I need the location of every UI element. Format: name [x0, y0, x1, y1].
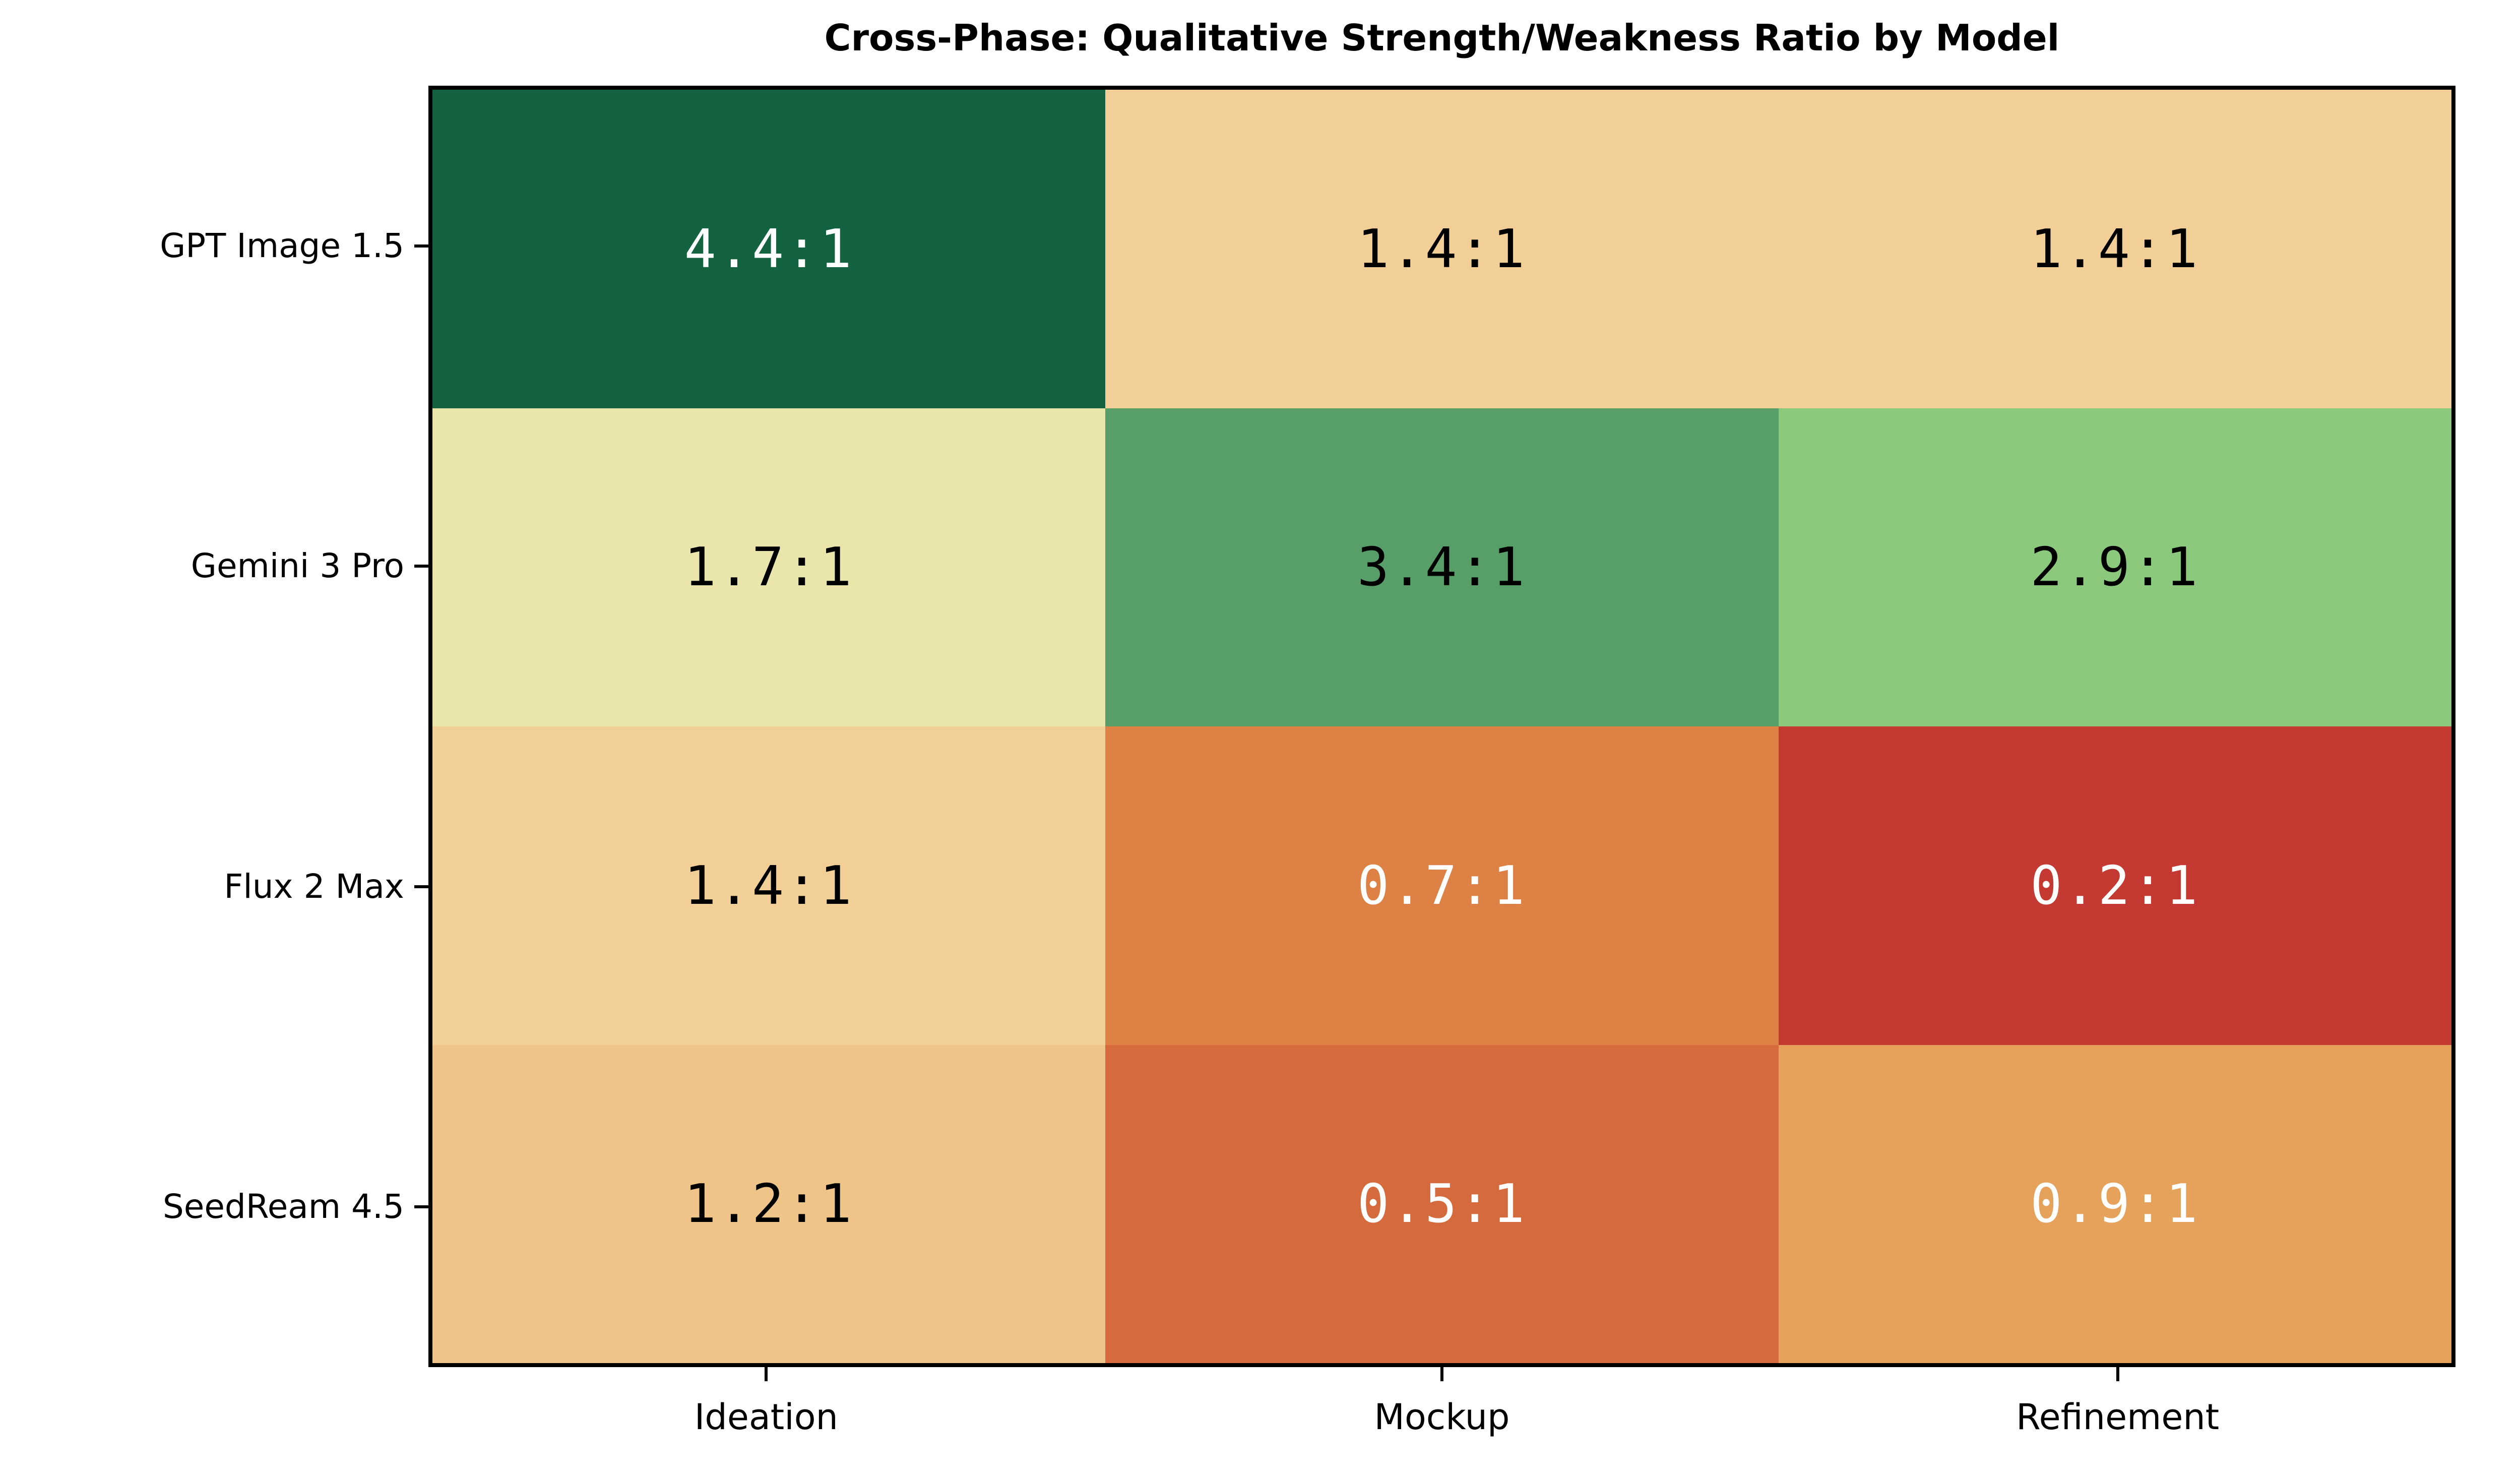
heatmap-cell-flux-2-max-ideation: 1.4:1 — [432, 726, 1106, 1045]
heatmap-cell-seedream-4.5-ideation: 1.2:1 — [432, 1044, 1106, 1363]
heatmap-cell-gpt-image-1.5-mockup: 1.4:1 — [1105, 90, 1779, 408]
chart-title: Cross-Phase: Qualitative Strength/Weakne… — [824, 17, 2060, 59]
y-tick-mark — [414, 565, 428, 568]
heatmap-cell-gemini-3-pro-refinement: 2.9:1 — [1778, 408, 2451, 726]
heatmap-cell-seedream-4.5-mockup: 0.5:1 — [1105, 1044, 1779, 1363]
y-tick-label: Gemini 3 Pro — [191, 546, 404, 586]
heatmap-cell-flux-2-max-refinement: 0.2:1 — [1778, 726, 2451, 1045]
heatmap-cell-gpt-image-1.5-ideation: 4.4:1 — [432, 90, 1106, 408]
heatmap-grid: 4.4:1 1.4:1 1.4:1 1.7:1 3.4:1 2.9:1 1.4:1 0.7:1… — [428, 86, 2455, 1367]
heatmap-cell-seedream-4.5-refinement: 0.9:1 — [1778, 1044, 2451, 1363]
y-tick-mark — [414, 885, 428, 888]
y-tick-label: Flux 2 Max — [224, 867, 404, 906]
y-tick-mark — [414, 1205, 428, 1209]
heatmap-cell-gemini-3-pro-ideation: 1.7:1 — [432, 408, 1106, 726]
x-tick-mark — [2116, 1367, 2119, 1381]
x-tick-mark — [765, 1367, 768, 1381]
x-tick-label: Mockup — [1374, 1396, 1510, 1438]
heatmap-cell-flux-2-max-mockup: 0.7:1 — [1105, 726, 1779, 1045]
y-tick-label: SeedReam 4.5 — [162, 1187, 404, 1226]
x-tick-mark — [1440, 1367, 1443, 1381]
y-tick-label: GPT Image 1.5 — [160, 226, 404, 265]
x-tick-label: Ideation — [694, 1396, 838, 1438]
heatmap-cell-gemini-3-pro-mockup: 3.4:1 — [1105, 408, 1779, 726]
heatmap-cell-gpt-image-1.5-refinement: 1.4:1 — [1778, 90, 2451, 408]
x-tick-label: Refinement — [2016, 1396, 2220, 1438]
y-tick-mark — [414, 244, 428, 248]
